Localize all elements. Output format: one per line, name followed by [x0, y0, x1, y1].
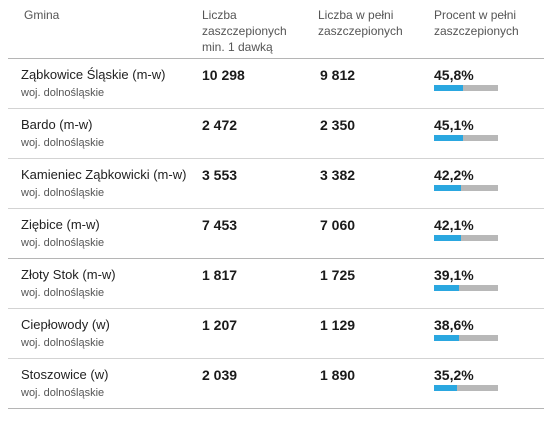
table-body: Ząbkowice Śląskie (m-w) woj. dolnośląski… [8, 59, 544, 409]
percent-value: 35,2% [434, 367, 474, 383]
percent-value: 45,1% [434, 117, 474, 133]
dose1-count: 1 817 [202, 267, 238, 283]
percent-bar-fill [434, 85, 464, 91]
percent-bar-fill [434, 135, 463, 141]
full-count: 1 890 [320, 367, 356, 383]
full-count: 9 812 [320, 67, 356, 83]
gmina-region: woj. dolnośląskie [21, 337, 105, 349]
header-dose1[interactable]: Liczba zaszczepionych min. 1 dawką [202, 8, 287, 54]
percent-value: 45,8% [434, 67, 474, 83]
dose1-count: 7 453 [202, 217, 238, 233]
percent-value: 42,1% [434, 217, 474, 233]
percent-bar-fill [434, 235, 461, 241]
percent-bar [434, 285, 498, 291]
table-row: Bardo (m-w) woj. dolnośląskie 2 472 2 35… [8, 109, 544, 159]
percent-bar [434, 185, 498, 191]
table-row: Ząbkowice Śląskie (m-w) woj. dolnośląski… [8, 59, 544, 109]
percent-value: 39,1% [434, 267, 474, 283]
percent-value: 38,6% [434, 317, 474, 333]
dose1-count: 10 298 [202, 67, 245, 83]
table-row: Ciepłowody (w) woj. dolnośląskie 1 207 1… [8, 309, 544, 359]
dose1-count: 3 553 [202, 167, 238, 183]
full-count: 7 060 [320, 217, 356, 233]
table-header: Gmina Liczba zaszczepionych min. 1 dawką… [8, 0, 544, 59]
dose1-count: 2 472 [202, 117, 238, 133]
gmina-name: Kamieniec Ząbkowicki (m-w) [21, 167, 187, 182]
gmina-name: Ciepłowody (w) [21, 317, 110, 332]
gmina-region: woj. dolnośląskie [21, 87, 105, 99]
dose1-count: 2 039 [202, 367, 238, 383]
table-row: Ziębice (m-w) woj. dolnośląskie 7 453 7 … [8, 209, 544, 259]
gmina-region: woj. dolnośląskie [21, 287, 105, 299]
gmina-name: Złoty Stok (m-w) [21, 267, 116, 282]
full-count: 1 129 [320, 317, 356, 333]
table-row: Kamieniec Ząbkowicki (m-w) woj. dolnoślą… [8, 159, 544, 209]
header-gmina[interactable]: Gmina [24, 8, 60, 22]
percent-bar [434, 335, 498, 341]
percent-bar [434, 235, 498, 241]
vaccination-table: Gmina Liczba zaszczepionych min. 1 dawką… [8, 0, 544, 409]
gmina-name: Ząbkowice Śląskie (m-w) [21, 67, 166, 82]
gmina-region: woj. dolnośląskie [21, 187, 105, 199]
gmina-region: woj. dolnośląskie [21, 137, 105, 149]
full-count: 2 350 [320, 117, 356, 133]
gmina-region: woj. dolnośląskie [21, 387, 105, 399]
dose1-count: 1 207 [202, 317, 238, 333]
percent-bar [434, 85, 498, 91]
percent-bar [434, 385, 498, 391]
percent-bar-fill [434, 335, 459, 341]
gmina-region: woj. dolnośląskie [21, 237, 105, 249]
full-count: 3 382 [320, 167, 356, 183]
header-full[interactable]: Liczba w pełni zaszczepionych [318, 8, 403, 38]
percent-bar-fill [434, 185, 461, 191]
percent-value: 42,2% [434, 167, 474, 183]
table-row: Złoty Stok (m-w) woj. dolnośląskie 1 817… [8, 259, 544, 309]
header-percent[interactable]: Procent w pełni zaszczepionych [434, 8, 519, 38]
gmina-name: Stoszowice (w) [21, 367, 109, 382]
percent-bar-fill [434, 385, 457, 391]
table-row: Stoszowice (w) woj. dolnośląskie 2 039 1… [8, 359, 544, 409]
percent-bar [434, 135, 498, 141]
gmina-name: Bardo (m-w) [21, 117, 93, 132]
full-count: 1 725 [320, 267, 356, 283]
percent-bar-fill [434, 285, 460, 291]
gmina-name: Ziębice (m-w) [21, 217, 100, 232]
